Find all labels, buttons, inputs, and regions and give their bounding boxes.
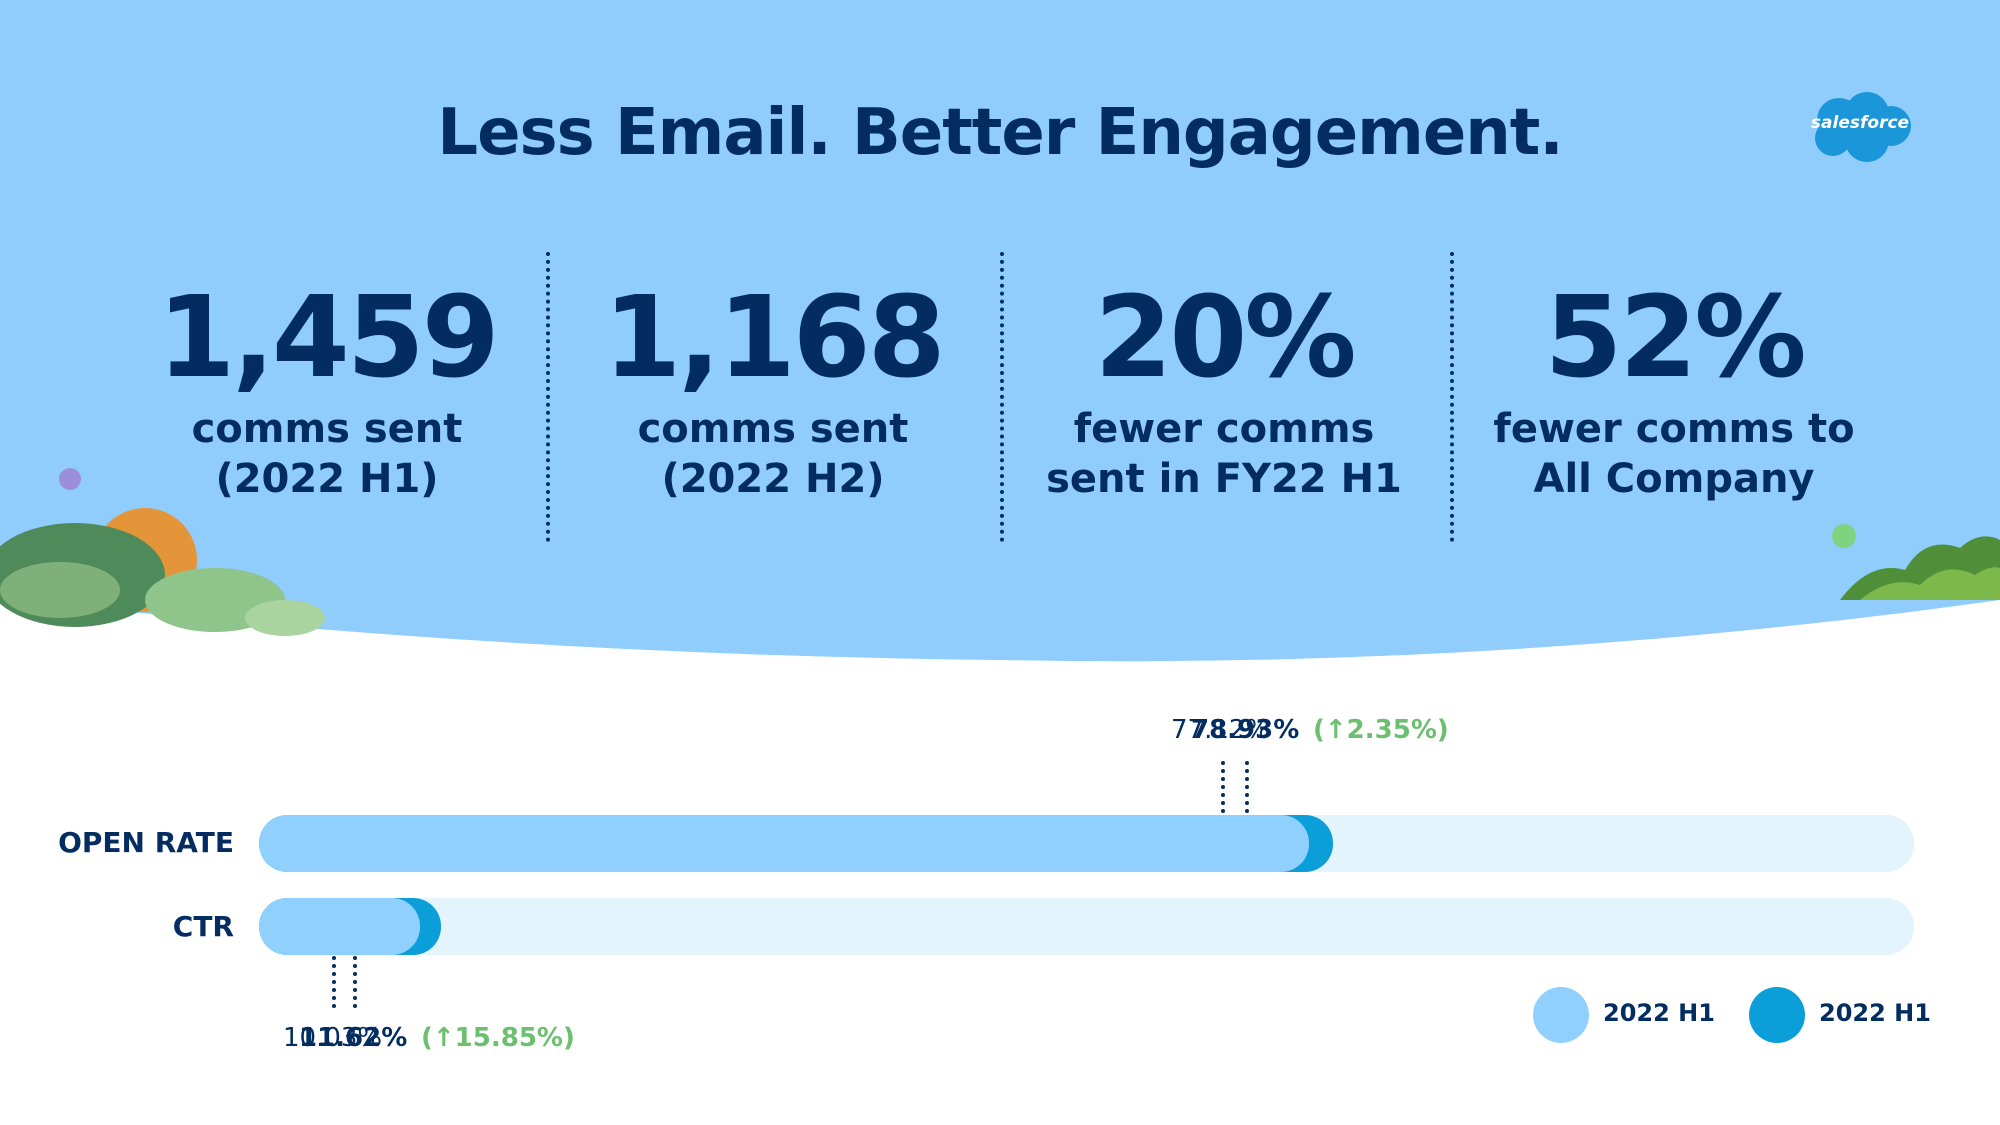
legend-label: 2022 H1	[1603, 999, 1715, 1027]
bush-left-2	[0, 562, 120, 618]
stat-caption-line2: (2022 H1)	[215, 456, 439, 502]
marker-line	[1221, 761, 1225, 813]
stat-comms-h2: 1,168 comms sent (2022 H2)	[558, 278, 988, 504]
category-label: CTR	[172, 910, 234, 943]
stat-value: 52%	[1544, 273, 1806, 403]
page-title: Less Email. Better Engagement.	[437, 96, 1563, 170]
stat-divider	[1000, 252, 1004, 542]
marker-line	[353, 956, 357, 1008]
stat-divider	[546, 252, 550, 542]
data-label: 11.62%	[299, 1023, 408, 1053]
data-label: 77.12%	[1171, 715, 1271, 745]
green-dot	[1832, 524, 1856, 548]
stat-caption-line2: All Company	[1533, 456, 1815, 502]
bar-track	[259, 898, 1914, 955]
stat-fewer-comms: 20% fewer comms sent in FY22 H1	[1009, 278, 1439, 504]
data-label: 78.93%	[1191, 715, 1300, 745]
stat-caption-line2: sent in FY22 H1	[1046, 456, 1402, 502]
salesforce-logo-text: salesforce	[1810, 113, 1910, 133]
purple-dot	[59, 468, 81, 490]
stat-caption-line1: comms sent	[191, 406, 463, 452]
stat-value: 1,168	[603, 273, 945, 403]
change-label: (↑15.85%)	[421, 1023, 575, 1053]
stat-fewer-all-company: 52% fewer comms to All Company	[1459, 278, 1889, 504]
stat-comms-h1: 1,459 comms sent (2022 H1)	[112, 278, 542, 504]
marker-line	[332, 956, 336, 1008]
marker-line	[1245, 761, 1249, 813]
decorative-scenery	[0, 468, 2000, 636]
leaves-right-2	[1860, 567, 2000, 600]
change-label: (↑2.35%)	[1313, 715, 1449, 745]
bar-h1	[259, 815, 1309, 872]
legend-swatch-h1	[1533, 987, 1589, 1043]
stat-value: 20%	[1094, 273, 1356, 403]
legend-label: 2022 H1	[1819, 999, 1931, 1027]
stat-caption-line1: fewer comms	[1073, 406, 1375, 452]
stat-caption-line1: comms sent	[637, 406, 909, 452]
stat-value: 1,459	[157, 273, 499, 403]
data-label: 10.03%	[283, 1023, 383, 1053]
category-label: OPEN RATE	[58, 826, 234, 859]
legend-swatch-h2	[1749, 987, 1805, 1043]
bar-track	[259, 815, 1914, 872]
stat-divider	[1450, 252, 1454, 542]
bush-left-4	[245, 600, 325, 636]
stat-caption-line1: fewer comms to	[1493, 406, 1855, 452]
stat-caption-line2: (2022 H2)	[661, 456, 885, 502]
bar-h1	[259, 898, 420, 955]
salesforce-logo	[1815, 92, 1911, 162]
